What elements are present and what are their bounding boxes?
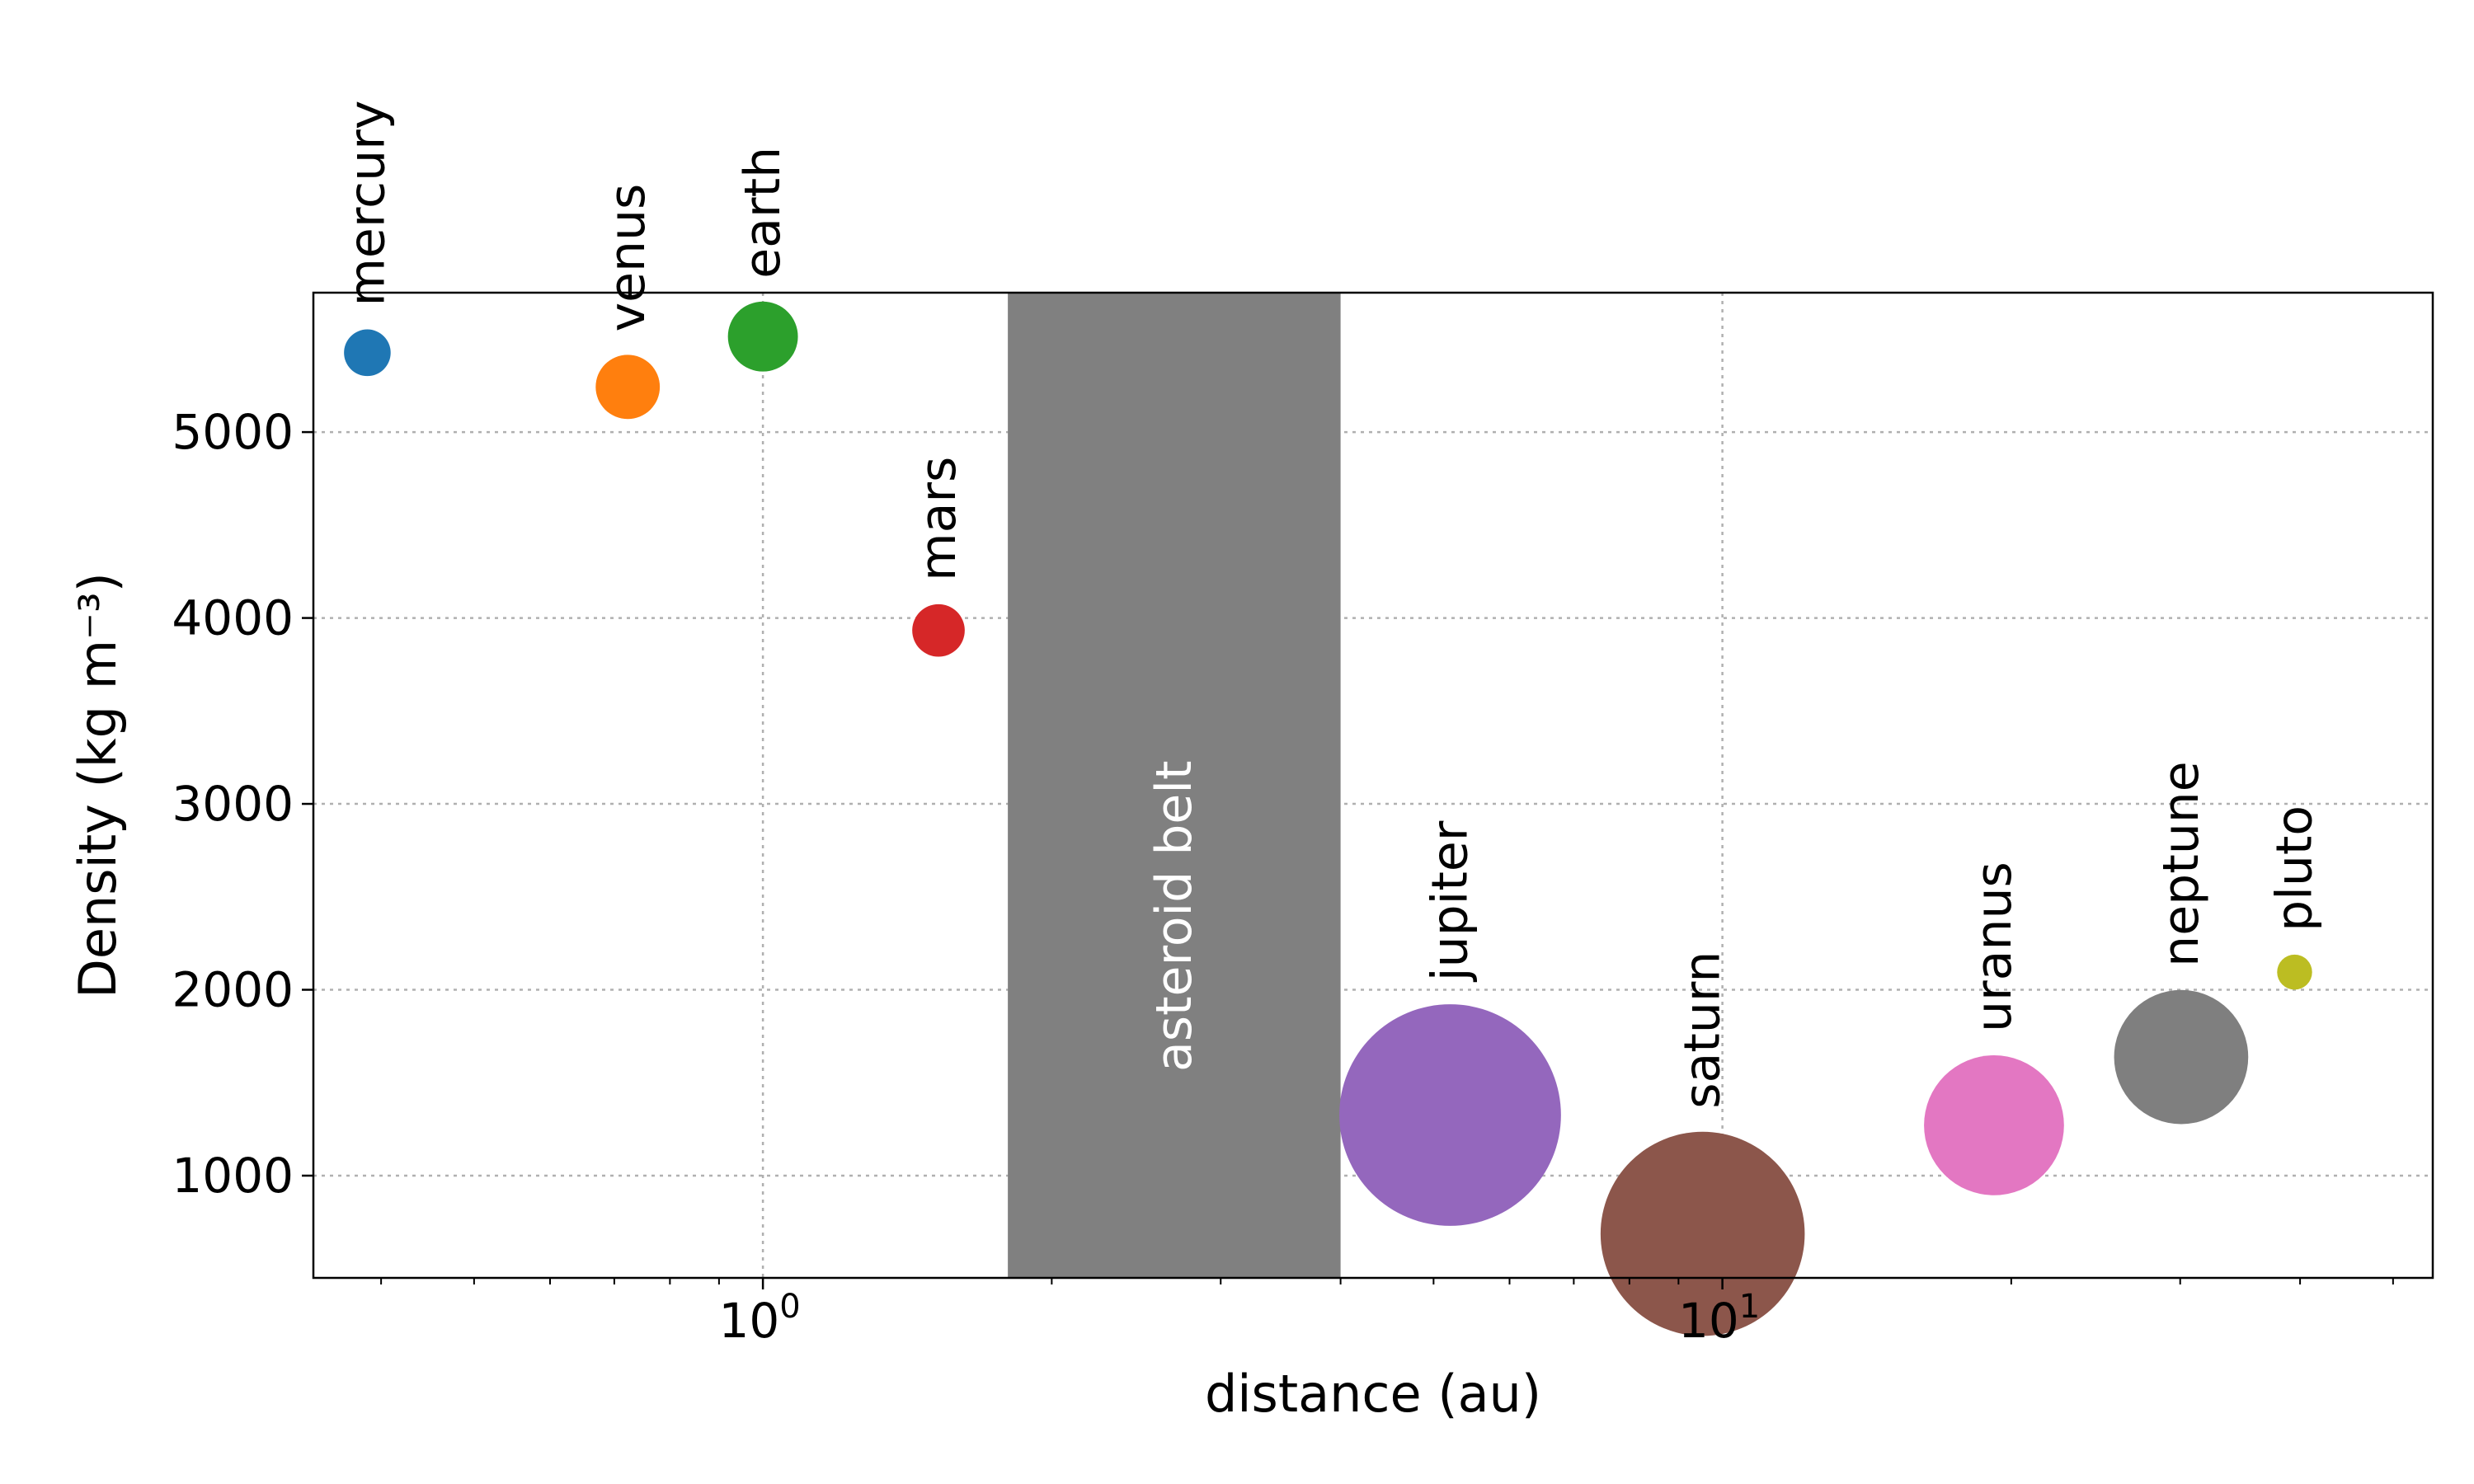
plot-frame xyxy=(312,291,2434,1280)
asteroid-belt-label: asteroid belt xyxy=(1145,760,1203,1072)
label-earth: earth xyxy=(734,147,792,279)
data-points xyxy=(344,301,2312,1336)
label-mars: mars xyxy=(910,457,967,581)
y-tick-label: 4000 xyxy=(172,590,294,646)
axis-ticks xyxy=(302,430,2394,1289)
point-mars xyxy=(912,603,965,657)
point-pluto xyxy=(2277,954,2312,990)
tick-labels: 1000 2000 3000 4000 5000 100 101 xyxy=(172,404,1760,1349)
y-tick-label: 3000 xyxy=(172,776,294,832)
label-venus: venus xyxy=(599,184,656,332)
label-uranus: uranus xyxy=(1965,862,2023,1032)
label-pluto: pluto xyxy=(2265,805,2323,932)
label-neptune: neptune xyxy=(2152,761,2210,967)
point-jupiter xyxy=(1339,1004,1561,1226)
point-mercury xyxy=(344,329,391,377)
point-earth xyxy=(727,301,798,372)
label-jupiter: jupiter xyxy=(1421,820,1479,983)
point-saturn xyxy=(1600,1131,1805,1336)
grid-lines xyxy=(313,293,2433,1278)
x-tick-label: 100 xyxy=(718,1288,800,1349)
label-saturn: saturn xyxy=(1674,951,1732,1109)
point-uranus xyxy=(1924,1055,2064,1195)
asteroid-belt-band xyxy=(1008,293,1341,1278)
point-neptune xyxy=(2114,989,2249,1125)
x-tick-label: 101 xyxy=(1678,1288,1760,1349)
label-mercury: mercury xyxy=(338,101,396,307)
y-tick-label: 2000 xyxy=(172,962,294,1018)
point-venus xyxy=(595,355,661,420)
y-axis-title: Density (kg m⁻³) xyxy=(68,572,128,998)
x-axis-title: distance (au) xyxy=(1205,1364,1541,1424)
y-tick-label: 1000 xyxy=(172,1148,294,1204)
y-tick-label: 5000 xyxy=(172,404,294,460)
band-region: asteroid belt xyxy=(1008,293,1341,1278)
point-labels: mercury venus earth mars jupiter saturn uranus… xyxy=(338,101,2323,1109)
